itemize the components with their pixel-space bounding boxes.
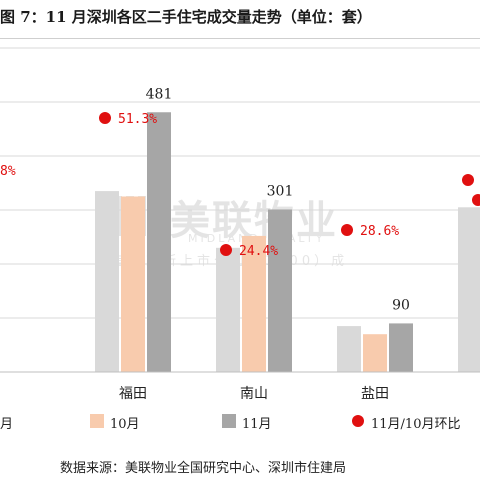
change-label: 8%: [0, 164, 16, 179]
change-dot: [220, 244, 232, 256]
legend-label: 10月: [110, 417, 140, 432]
change-dot: [462, 174, 474, 186]
x-tick-label: 福田: [119, 386, 147, 402]
x-tick-label: 南山: [240, 386, 268, 402]
bar-1: [95, 191, 119, 372]
change-dot: [341, 224, 353, 236]
bar-2: [121, 196, 145, 372]
legend-label: 11月/10月环比: [371, 417, 461, 432]
bar-3: [389, 323, 413, 372]
bar-3: [268, 209, 292, 372]
change-dot: [99, 112, 111, 124]
legend-label: 11月: [242, 417, 272, 432]
data-label: 481: [146, 86, 173, 102]
change-dot: [472, 194, 480, 206]
legend-swatch: [222, 414, 236, 428]
source-note: 数据来源：美联物业全国研究中心、深圳市住建局: [60, 461, 347, 476]
bar-2: [363, 334, 387, 372]
bar-1: [337, 326, 361, 372]
x-tick-label: 盐田: [361, 386, 389, 402]
data-label: 90: [392, 297, 410, 313]
legend-label: 月: [0, 417, 14, 432]
bar-2: [242, 235, 266, 372]
bar-1: [458, 207, 480, 372]
legend-swatch: [90, 414, 104, 428]
bar-1: [216, 247, 240, 372]
change-label: 24.4%: [239, 244, 278, 259]
chart-title: 图 7：11 月深圳各区二手住宅成交量走势（单位：套）: [0, 8, 372, 26]
legend-dot-icon: [352, 415, 364, 427]
title-divider: [0, 38, 480, 39]
data-label: 301: [267, 183, 294, 199]
change-label: 51.3%: [118, 112, 157, 127]
bar-3: [147, 112, 171, 372]
change-label: 28.6%: [360, 224, 399, 239]
